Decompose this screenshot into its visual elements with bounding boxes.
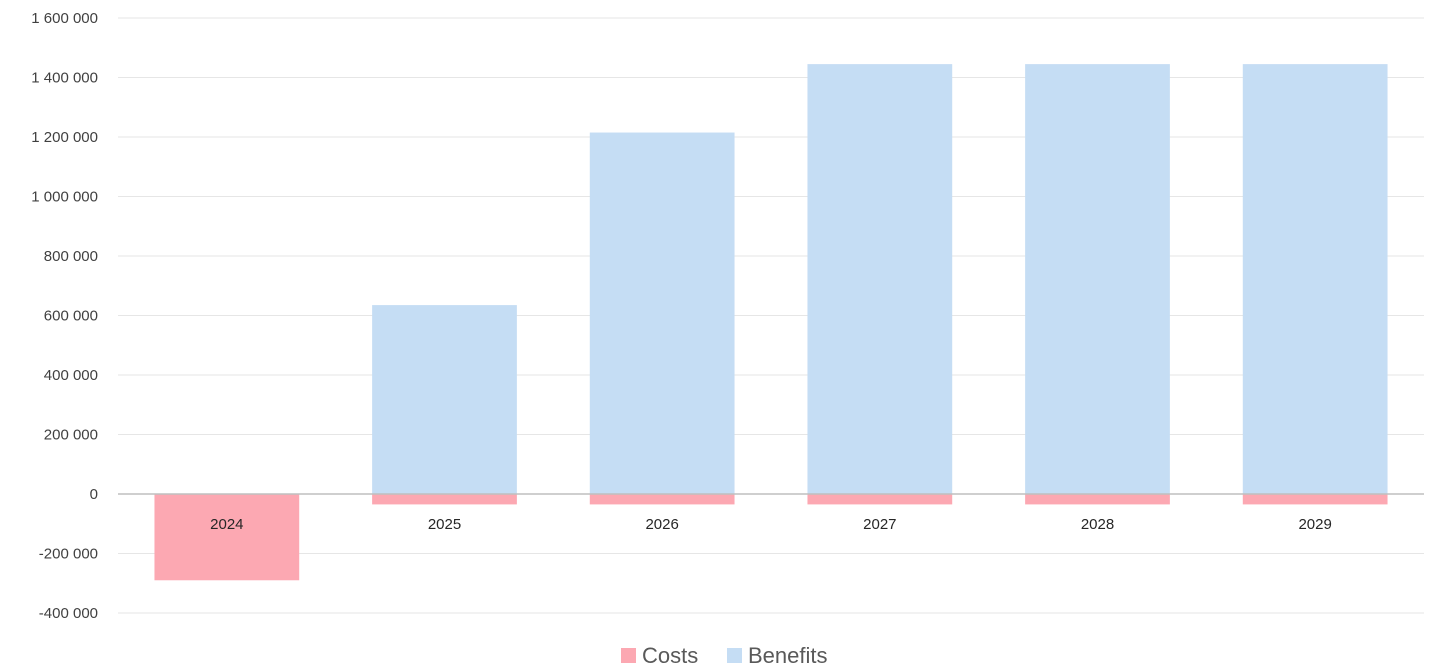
y-tick-label: 800 000 <box>44 248 98 265</box>
legend: Costs Benefits <box>621 643 828 668</box>
bar-costs-2028 <box>1025 494 1170 505</box>
bar-benefits-2025 <box>372 305 517 494</box>
legend-costs-swatch <box>621 648 636 663</box>
bar-benefits-2028 <box>1025 64 1170 495</box>
bar-costs-2029 <box>1242 494 1388 505</box>
y-tick-label: 1 000 000 <box>31 189 98 206</box>
gridlines <box>118 17 1424 614</box>
bar-costs-2025 <box>372 494 517 505</box>
y-tick-label: 1 600 000 <box>31 10 98 27</box>
x-category-label: 2025 <box>428 516 461 533</box>
legend-benefits-swatch <box>727 648 742 663</box>
bar-costs-2026 <box>589 494 735 505</box>
y-tick-label: 1 400 000 <box>31 70 98 87</box>
bar-costs-2027 <box>807 494 953 505</box>
x-axis-category-labels: 2024 2025 2026 2027 2028 2029 <box>210 516 1332 533</box>
bar-benefits-2029 <box>1242 64 1388 495</box>
x-category-label: 2024 <box>210 516 243 533</box>
y-tick-label: -400 000 <box>39 605 98 622</box>
bar-benefits-2026 <box>589 132 735 494</box>
y-tick-label: 400 000 <box>44 367 98 384</box>
y-tick-label: 0 <box>90 486 98 503</box>
y-axis-tick-labels: -400 000 -200 000 0 200 000 400 000 600 000 80… <box>31 10 98 622</box>
x-category-label: 2028 <box>1081 516 1114 533</box>
legend-costs-label: Costs <box>642 643 698 668</box>
y-tick-label: -200 000 <box>39 546 98 563</box>
y-tick-label: 200 000 <box>44 427 98 444</box>
x-category-label: 2027 <box>863 516 896 533</box>
x-category-label: 2029 <box>1298 516 1331 533</box>
bar-costs-2024 <box>154 494 300 581</box>
legend-benefits-label: Benefits <box>748 643 828 668</box>
bars <box>154 64 1388 581</box>
bar-benefits-2027 <box>807 64 953 495</box>
y-tick-label: 1 200 000 <box>31 129 98 146</box>
x-category-label: 2026 <box>645 516 678 533</box>
y-tick-label: 600 000 <box>44 308 98 325</box>
